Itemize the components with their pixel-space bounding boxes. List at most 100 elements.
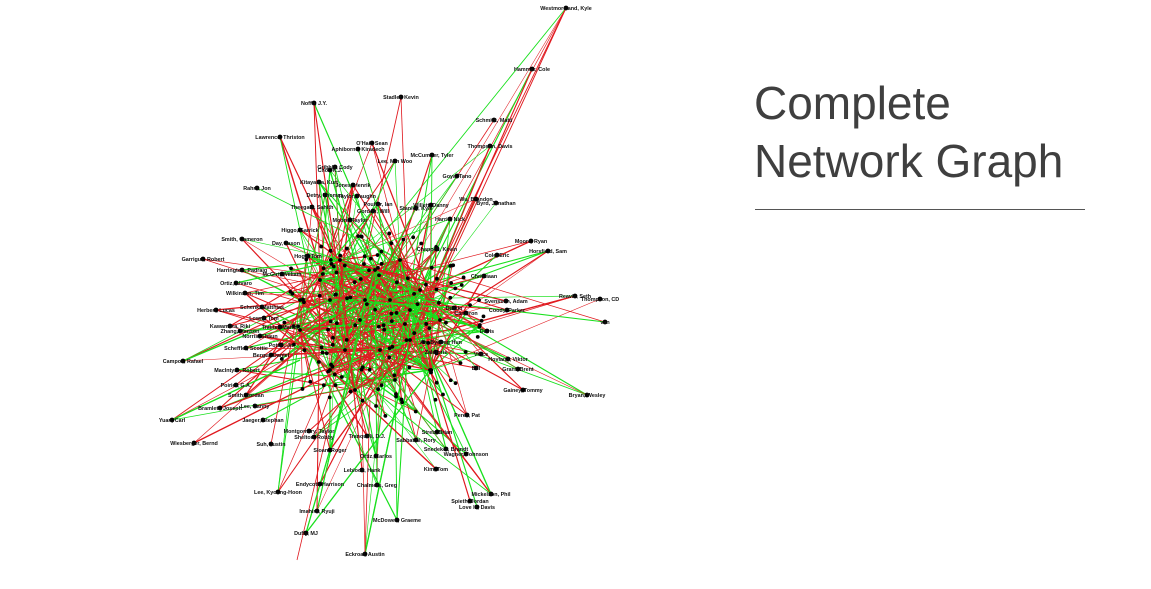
graph-node: [374, 404, 378, 408]
graph-node: [468, 303, 472, 308]
graph-node: [394, 280, 399, 285]
graph-edge: [357, 148, 431, 371]
graph-node: [217, 405, 223, 411]
node-label: Wagner, Johnson: [444, 452, 489, 458]
graph-edge: [299, 229, 421, 291]
node-label: Zhang, Hanson: [221, 329, 260, 335]
graph-node: [479, 318, 484, 323]
node-label: Mickelson, Phil: [472, 492, 511, 498]
node-label: Berger, Daniel: [253, 353, 290, 359]
graph-node: [454, 173, 460, 179]
graph-edge: [352, 184, 401, 261]
graph-edge: [302, 259, 401, 300]
graph-node: [304, 257, 309, 262]
graph-edge: [374, 269, 588, 396]
graph-edge: [215, 309, 301, 331]
graph-node: [438, 339, 444, 345]
node-label: Duffy, MJ: [294, 531, 318, 537]
graph-node: [345, 296, 349, 301]
graph-node: [488, 491, 494, 497]
graph-node: [478, 351, 484, 357]
node-label: Kim, Tom: [424, 467, 448, 473]
graph-edge: [239, 319, 441, 332]
graph-node: [447, 216, 453, 222]
graph-edge: [329, 119, 495, 371]
graph-node: [288, 289, 293, 294]
graph-edge: [182, 299, 331, 362]
graph-node: [449, 281, 454, 285]
graph-node: [373, 307, 377, 312]
graph-node: [458, 361, 463, 365]
graph-node: [277, 324, 283, 330]
graph-node: [373, 453, 379, 459]
node-label: Higgo, Garrick: [281, 228, 318, 234]
graph-node: [358, 277, 363, 281]
graph-edge: [171, 319, 361, 421]
graph-node: [368, 256, 373, 261]
graph-edge: [299, 329, 368, 437]
graph-edge: [285, 242, 356, 391]
node-label: Lowry, Tom: [249, 316, 279, 322]
graph-node: [473, 365, 479, 371]
graph-node: [342, 263, 347, 268]
node-label: Hoge, Tom: [294, 254, 322, 260]
graph-node: [572, 293, 578, 299]
node-label: Svensson, Adam: [484, 299, 527, 305]
graph-node: [388, 298, 392, 302]
graph-node: [298, 328, 302, 332]
network-graph: Westmoreland, Kyle Hammer, Cole Stadler, K…: [159, 5, 619, 561]
node-label: Yuan, Carl: [159, 418, 186, 424]
node-label: Cameron: [454, 311, 477, 317]
graph-node: [453, 381, 458, 386]
graph-node: [291, 324, 296, 329]
graph-node: [364, 433, 370, 439]
graph-edge: [236, 369, 396, 381]
graph-edge: [399, 259, 606, 323]
graph-node: [387, 231, 392, 236]
node-label: Kitayama, Kurt: [300, 180, 338, 186]
graph-node: [303, 530, 309, 536]
graph-node: [413, 205, 419, 211]
node-label: Goya, Tano: [443, 174, 473, 180]
graph-edge: [419, 7, 567, 311]
graph-node: [394, 311, 399, 315]
graph-node: [300, 387, 305, 391]
node-label: Theegala, Sahith: [291, 205, 334, 211]
graph-node: [331, 335, 335, 340]
graph-node: [477, 324, 482, 329]
graph-edge: [409, 68, 533, 311]
node-label: Hovland, Viktor: [488, 357, 528, 363]
graph-edge: [229, 299, 331, 327]
graph-node: [408, 338, 412, 342]
graph-node: [398, 258, 402, 262]
graph-node: [415, 302, 420, 307]
graph-edge: [329, 369, 492, 495]
graph-node: [200, 256, 206, 262]
node-label: Vince: [474, 352, 488, 358]
graph-edge: [339, 218, 451, 261]
node-label: Schmidt, Matti: [476, 118, 513, 124]
graph-node: [399, 397, 404, 402]
graph-node: [584, 392, 590, 398]
graph-node: [353, 388, 357, 392]
graph-edge: [245, 369, 431, 396]
node-label: Thompson, CD: [581, 297, 619, 303]
node-label: Byrd, Jonathan: [476, 201, 515, 207]
node-label: van: [600, 320, 609, 326]
node-label: Shelton, Robby: [294, 435, 334, 441]
node-label: Campos, Rafael: [163, 359, 204, 365]
node-label: MacIntyre, Robert: [214, 368, 260, 374]
graph-node: [375, 201, 381, 207]
graph-node: [283, 240, 289, 246]
graph-node: [429, 152, 435, 158]
graph-node: [234, 367, 240, 373]
graph-node: [317, 293, 322, 298]
node-label: Gordon, Will: [357, 209, 389, 215]
node-label: Suh, Justin: [256, 442, 285, 448]
graph-node: [389, 241, 394, 246]
node-label: Gainey, Tommy: [503, 388, 542, 394]
graph-node: [180, 358, 186, 364]
graph-edge: [364, 339, 411, 555]
graph-nodes: [169, 5, 608, 557]
graph-node: [322, 192, 328, 198]
